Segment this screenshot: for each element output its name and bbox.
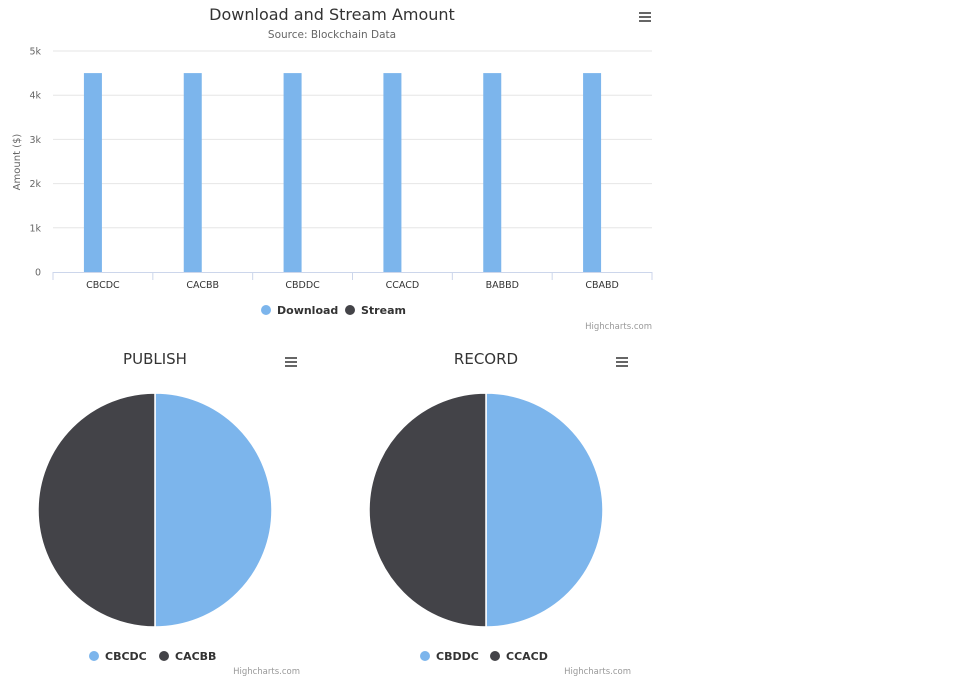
hamburger-menu-icon — [285, 357, 297, 367]
y-tick-label: 3k — [29, 135, 41, 146]
record-pie-credits[interactable]: Highcharts.com — [564, 667, 631, 677]
hamburger-menu-icon — [616, 357, 628, 367]
x-tick-label: CACBB — [186, 280, 219, 291]
record-pie-menu-button[interactable] — [616, 356, 629, 369]
legend-item-cacbb[interactable]: CACBB — [159, 650, 216, 663]
x-tick-label: CBDDC — [285, 280, 320, 291]
x-tick-label: CBCDC — [86, 280, 120, 291]
hamburger-menu-icon — [639, 12, 651, 22]
bar-download-babbd[interactable] — [483, 73, 502, 272]
y-tick-label: 0 — [35, 268, 41, 279]
bar-download-ccacd[interactable] — [383, 73, 402, 272]
bar-download-cbcdc[interactable] — [83, 73, 102, 272]
bar-chart-menu-button[interactable] — [639, 11, 652, 24]
record-pie-container: RECORD CBDDC CCACD Highcharts.com — [331, 340, 641, 680]
publish-pie-credits[interactable]: Highcharts.com — [233, 667, 300, 677]
legend-label: CBCDC — [105, 650, 147, 663]
legend-item-download[interactable]: Download — [261, 304, 338, 317]
publish-pie-chart: PUBLISH CBCDC CACBB Highcharts.com — [37, 350, 300, 677]
y-tick-label: 4k — [29, 91, 41, 102]
record-pie-title: RECORD — [454, 350, 518, 368]
legend-label: Stream — [361, 304, 406, 317]
publish-pie-container: PUBLISH CBCDC CACBB Highcharts.com — [0, 340, 310, 680]
legend-label: Download — [277, 304, 338, 317]
bar-chart: Download and Stream Amount Source: Block… — [12, 5, 653, 332]
y-tick-label: 5k — [29, 47, 41, 58]
bar-chart-legend: Download Stream — [261, 304, 406, 317]
publish-pie-menu-button[interactable] — [285, 356, 298, 369]
bar-chart-subtitle: Source: Blockchain Data — [268, 29, 396, 41]
legend-item-cbcdc[interactable]: CBCDC — [89, 650, 147, 663]
pie-slice-cbcdc[interactable] — [154, 392, 273, 628]
bar-chart-title: Download and Stream Amount — [209, 5, 455, 24]
pie-slice-cacbb[interactable] — [37, 392, 156, 628]
record-pie-chart: RECORD CBDDC CCACD Highcharts.com — [368, 350, 631, 677]
pie-slice-cbddc[interactable] — [485, 392, 604, 628]
bar-download-cbabd[interactable] — [583, 73, 602, 272]
bar-plot-area: 0 1k 2k 3k 4k 5k CBCDC CACBB CBDDC CCACD BABBD CBAB… — [29, 47, 653, 291]
legend-label: CACBB — [175, 650, 216, 663]
publish-pie-legend: CBCDC CACBB — [89, 650, 216, 663]
bar-chart-credits[interactable]: Highcharts.com — [585, 322, 652, 332]
y-tick-label: 1k — [29, 223, 41, 234]
legend-label: CBDDC — [436, 650, 479, 663]
y-axis-label: Amount ($) — [12, 134, 23, 191]
legend-symbol — [89, 651, 99, 661]
legend-symbol — [159, 651, 169, 661]
legend-symbol — [420, 651, 430, 661]
legend-symbol — [261, 305, 271, 315]
x-tick-label: CBABD — [585, 280, 618, 291]
x-tick-label: CCACD — [386, 280, 420, 291]
legend-label: CCACD — [506, 650, 548, 663]
legend-item-ccacd[interactable]: CCACD — [490, 650, 548, 663]
bar-download-cbddc[interactable] — [283, 73, 302, 272]
legend-item-stream[interactable]: Stream — [345, 304, 406, 317]
legend-symbol — [490, 651, 500, 661]
pie-slice-ccacd[interactable] — [368, 392, 487, 628]
publish-pie-title: PUBLISH — [123, 350, 187, 368]
y-tick-label: 2k — [29, 179, 41, 190]
legend-item-cbddc[interactable]: CBDDC — [420, 650, 479, 663]
record-pie-legend: CBDDC CCACD — [420, 650, 548, 663]
bar-chart-container: Download and Stream Amount Source: Block… — [0, 0, 662, 335]
record-pie-slices — [368, 392, 604, 628]
bar-download-cacbb[interactable] — [183, 73, 202, 272]
publish-pie-slices — [37, 392, 273, 628]
legend-symbol — [345, 305, 355, 315]
x-tick-label: BABBD — [486, 280, 519, 291]
